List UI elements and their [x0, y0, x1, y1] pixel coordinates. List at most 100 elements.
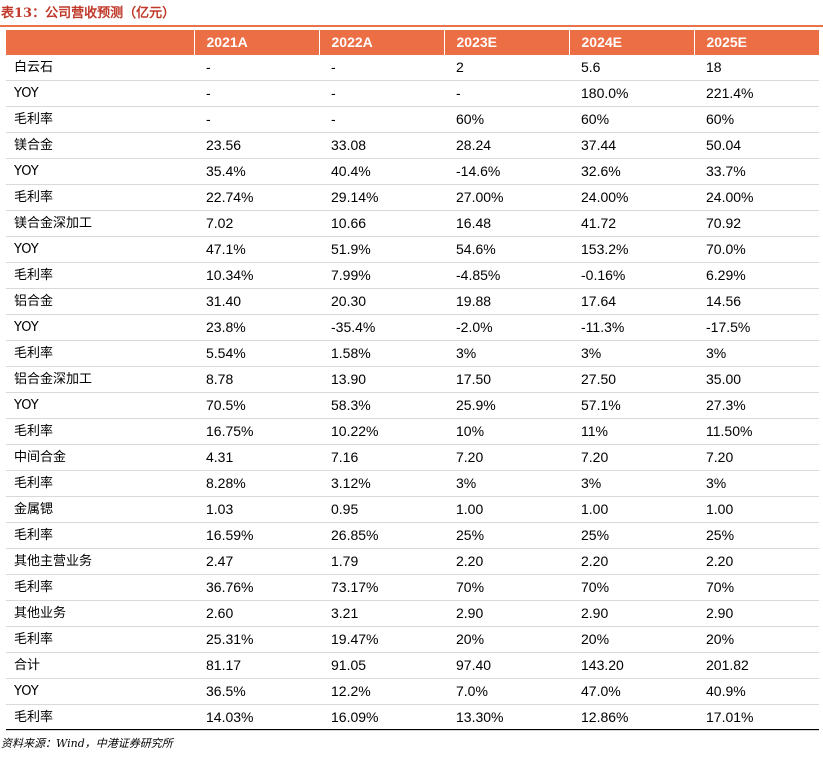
value-cell: 143.20	[569, 652, 694, 679]
value-cell: 27.3%	[694, 392, 819, 419]
value-cell: 2.90	[694, 600, 819, 627]
value-cell: -	[319, 106, 444, 133]
value-cell: 23.8%	[194, 314, 319, 341]
header-cell-blank	[6, 30, 195, 55]
value-cell: 5.54%	[194, 340, 319, 367]
title-divider	[0, 25, 823, 27]
value-cell: 17.50	[444, 366, 569, 393]
value-cell: 24.00%	[694, 184, 819, 211]
value-cell: 7.99%	[319, 262, 444, 289]
value-cell: 7.0%	[444, 678, 569, 705]
table-row: 毛利率 5.54% 1.58% 3% 3% 3%	[6, 340, 819, 367]
row-label: 铝合金	[6, 288, 194, 315]
row-label: 毛利率	[6, 418, 194, 445]
row-label: 中间合金	[6, 444, 194, 471]
value-cell: 3%	[569, 340, 694, 367]
value-cell: 7.20	[569, 444, 694, 471]
row-label: 白云石	[6, 55, 194, 81]
value-cell: -	[194, 106, 319, 133]
value-cell: 3%	[444, 470, 569, 497]
row-label: 毛利率	[6, 626, 194, 653]
value-cell: -	[444, 80, 569, 107]
value-cell: -	[319, 55, 444, 81]
row-label: 毛利率	[6, 470, 194, 497]
value-cell: 3.12%	[319, 470, 444, 497]
value-cell: 16.59%	[194, 522, 319, 549]
value-cell: 1.03	[194, 496, 319, 523]
value-cell: 8.28%	[194, 470, 319, 497]
value-cell: 25%	[694, 522, 819, 549]
value-cell: 70%	[569, 574, 694, 601]
row-label: YOY	[6, 236, 194, 263]
value-cell: 3%	[444, 340, 569, 367]
table-row: 镁合金 23.56 33.08 28.24 37.44 50.04	[6, 132, 819, 159]
value-cell: 40.9%	[694, 678, 819, 705]
value-cell: 51.9%	[319, 236, 444, 263]
value-cell: 17.01%	[694, 704, 819, 731]
value-cell: 47.1%	[194, 236, 319, 263]
table-row: YOY 23.8% -35.4% -2.0% -11.3% -17.5%	[6, 314, 819, 341]
value-cell: 20%	[694, 626, 819, 653]
value-cell: 60%	[694, 106, 819, 133]
value-cell: 3.21	[319, 600, 444, 627]
value-cell: 57.1%	[569, 392, 694, 419]
value-cell: 41.72	[569, 210, 694, 237]
value-cell: 10%	[444, 418, 569, 445]
value-cell: 54.6%	[444, 236, 569, 263]
value-cell: 13.30%	[444, 704, 569, 731]
table-row: 其他主营业务 2.47 1.79 2.20 2.20 2.20	[6, 548, 819, 575]
value-cell: 70%	[694, 574, 819, 601]
row-label: YOY	[6, 158, 194, 185]
value-cell: -17.5%	[694, 314, 819, 341]
table-row: 合计 81.17 91.05 97.40 143.20 201.82	[6, 652, 819, 679]
value-cell: 26.85%	[319, 522, 444, 549]
value-cell: 27.50	[569, 366, 694, 393]
table-row: YOY 47.1% 51.9% 54.6% 153.2% 70.0%	[6, 236, 819, 263]
value-cell: 16.75%	[194, 418, 319, 445]
value-cell: -	[319, 80, 444, 107]
table-row: 毛利率 8.28% 3.12% 3% 3% 3%	[6, 470, 819, 497]
table-row: 毛利率 10.34% 7.99% -4.85% -0.16% 6.29%	[6, 262, 819, 289]
table-body: 白云石 - -2 5.6 18 YOY - - -180.0% 221.4% 毛利率 - -60% 60%…	[6, 55, 819, 731]
value-cell: 11.50%	[694, 418, 819, 445]
header-cell-2022a: 2022A	[319, 30, 445, 55]
value-cell: 5.6	[569, 55, 694, 81]
value-cell: 16.09%	[319, 704, 444, 731]
value-cell: 2.90	[444, 600, 569, 627]
header-cell-2023e: 2023E	[444, 30, 570, 55]
value-cell: 47.0%	[569, 678, 694, 705]
value-cell: 20.30	[319, 288, 444, 315]
value-cell: 7.16	[319, 444, 444, 471]
row-label: 金属锶	[6, 496, 194, 523]
value-cell: 1.00	[444, 496, 569, 523]
row-label: 铝合金深加工	[6, 366, 194, 393]
value-cell: 18	[694, 55, 819, 81]
table-row: 毛利率 16.59% 26.85% 25% 25% 25%	[6, 522, 819, 549]
header-cell-2024e: 2024E	[569, 30, 695, 55]
table-row: 毛利率 36.76% 73.17% 70% 70% 70%	[6, 574, 819, 601]
value-cell: 29.14%	[319, 184, 444, 211]
table-row: 毛利率 22.74% 29.14% 27.00% 24.00% 24.00%	[6, 184, 819, 211]
value-cell: 97.40	[444, 652, 569, 679]
table-row: YOY - - -180.0% 221.4%	[6, 80, 819, 107]
value-cell: 33.7%	[694, 158, 819, 185]
value-cell: -14.6%	[444, 158, 569, 185]
value-cell: 25%	[569, 522, 694, 549]
value-cell: 16.48	[444, 210, 569, 237]
value-cell: 8.78	[194, 366, 319, 393]
row-label: 其他业务	[6, 600, 194, 627]
value-cell: 20%	[569, 626, 694, 653]
value-cell: 7.02	[194, 210, 319, 237]
value-cell: 1.58%	[319, 340, 444, 367]
value-cell: 81.17	[194, 652, 319, 679]
table-row: 白云石 - -2 5.6 18	[6, 55, 819, 81]
value-cell: 2.20	[569, 548, 694, 575]
value-cell: -2.0%	[444, 314, 569, 341]
value-cell: 25%	[444, 522, 569, 549]
value-cell: 37.44	[569, 132, 694, 159]
value-cell: -11.3%	[569, 314, 694, 341]
value-cell: 11%	[569, 418, 694, 445]
value-cell: 70.92	[694, 210, 819, 237]
value-cell: 6.29%	[694, 262, 819, 289]
row-label: 镁合金深加工	[6, 210, 194, 237]
